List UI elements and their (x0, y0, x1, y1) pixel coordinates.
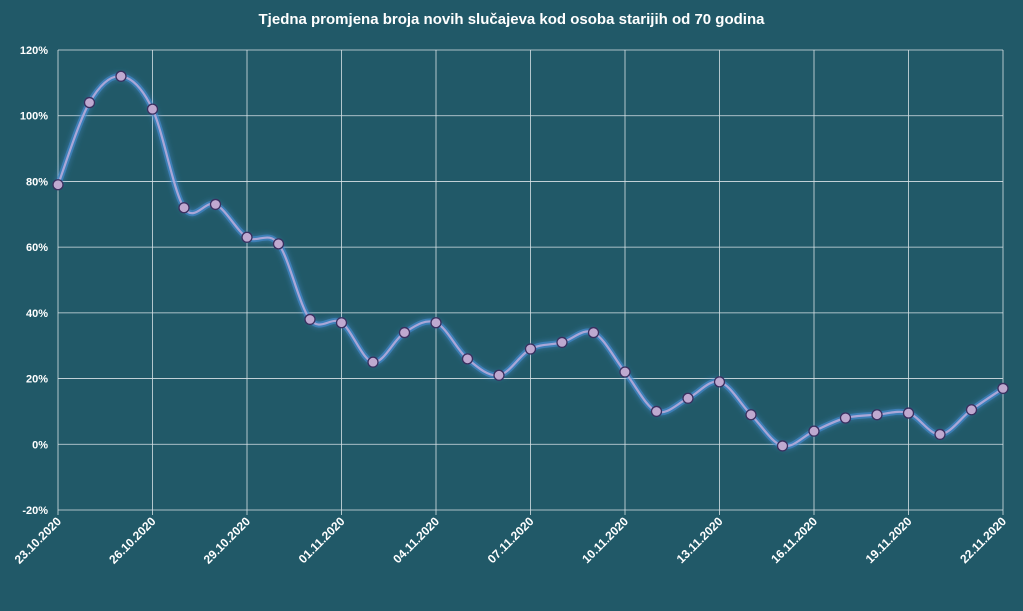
x-tick-label: 07.11.2020 (485, 514, 537, 566)
data-point (272, 238, 285, 250)
y-tick-label: 20% (26, 374, 48, 386)
y-tick-label: -20% (22, 505, 48, 517)
data-point (115, 70, 127, 82)
data-point (682, 392, 694, 404)
y-tick-label: 60% (26, 242, 48, 254)
chart-title: Tjedna promjena broja novih slučajeva ko… (258, 11, 765, 28)
x-tick-label: 22.11.2020 (957, 514, 1009, 566)
x-tick-label: 04.11.2020 (390, 514, 442, 566)
data-point (52, 179, 64, 191)
data-point (209, 198, 222, 211)
data-point (934, 428, 946, 441)
x-tick-label: 23.10.2020 (12, 514, 65, 567)
y-tick-label: 0% (32, 439, 48, 451)
x-tick-label: 29.10.2020 (201, 514, 254, 567)
y-tick-label: 100% (20, 111, 48, 123)
data-point (839, 412, 852, 424)
data-point (776, 440, 789, 452)
data-point (493, 369, 505, 381)
y-tick-label: 40% (26, 308, 48, 320)
x-tick-label: 16.11.2020 (768, 514, 820, 566)
data-point (398, 326, 411, 339)
data-point (650, 405, 663, 418)
data-point (146, 103, 159, 115)
y-tick-label: 80% (26, 176, 48, 188)
data-point (619, 366, 631, 378)
data-point (241, 231, 253, 243)
x-tick-label: 26.10.2020 (106, 514, 159, 567)
x-tick-label: 19.11.2020 (863, 514, 915, 566)
y-tick-label: 120% (20, 45, 48, 57)
data-point (871, 409, 883, 421)
x-tick-label: 13.11.2020 (674, 514, 726, 566)
data-point (461, 353, 474, 365)
data-point (178, 202, 190, 214)
data-point (304, 313, 316, 326)
data-point (965, 404, 978, 416)
x-tick-label: 10.11.2020 (579, 514, 631, 566)
x-tick-label: 01.11.2020 (296, 514, 348, 566)
data-point (367, 356, 379, 368)
data-point (997, 382, 1009, 395)
data-point (745, 409, 757, 421)
data-point (902, 407, 915, 419)
data-point (430, 317, 442, 329)
data-point (83, 96, 96, 109)
data-point (524, 343, 537, 355)
data-point (808, 425, 820, 437)
data-point (713, 376, 726, 388)
data-point (587, 326, 600, 339)
data-point (556, 336, 568, 349)
data-point (335, 317, 348, 329)
